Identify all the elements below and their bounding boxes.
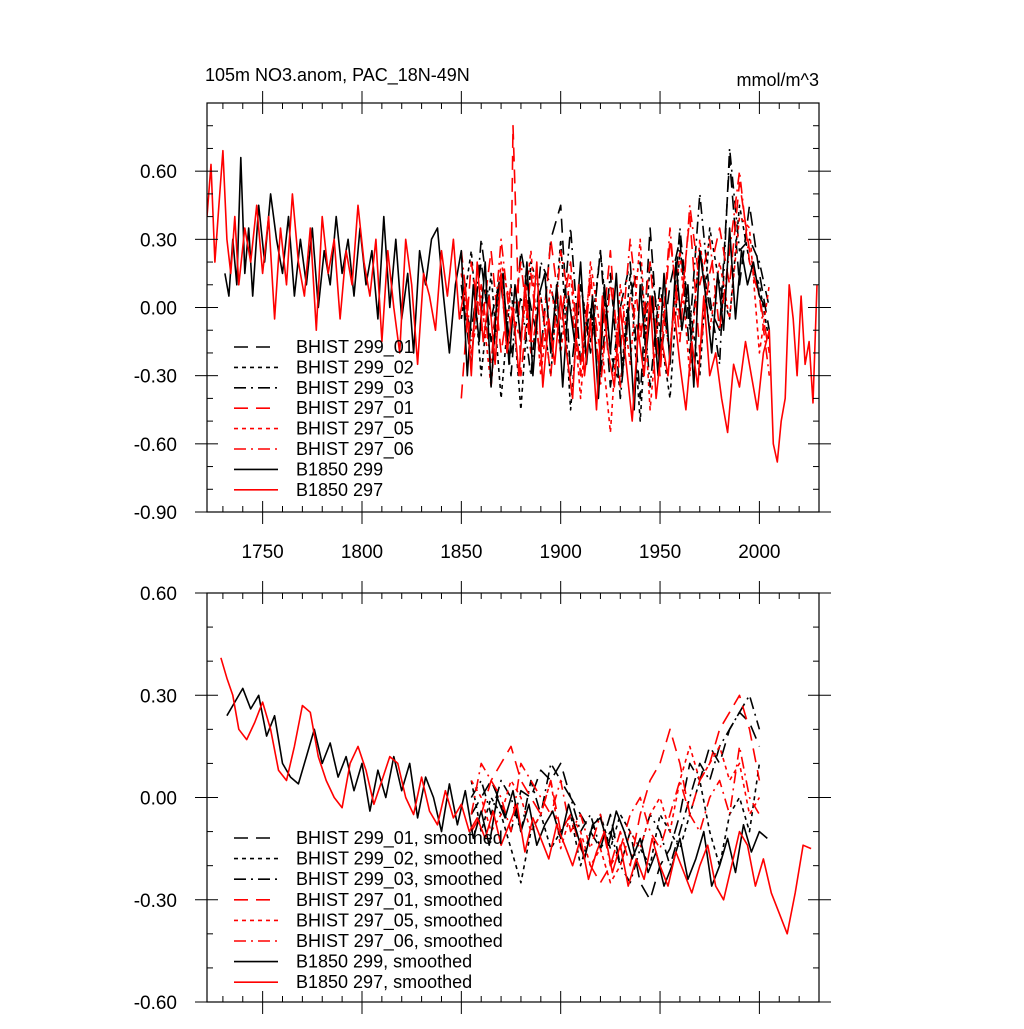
top-legend-label-7: B1850 299	[296, 459, 383, 479]
top-y-tick-label: 0.00	[140, 299, 177, 320]
bottom-chart-panel: 0.60 0.30 0.00 -0.30 -0.60 BHIST 299_01, smoo…	[134, 581, 831, 1014]
bottom-legend-label-4: BHIST 297_01, smoothed	[296, 890, 503, 911]
top-legend-label-1: BHIST 299_01	[296, 337, 414, 358]
top-y-tick-label: -0.90	[134, 503, 177, 524]
bottom-series-line-7	[226, 687, 768, 887]
bottom-series-line-8	[220, 657, 812, 935]
top-x-tick-label: 1850	[440, 542, 482, 563]
top-y-tick-label: 0.30	[140, 230, 177, 251]
top-x-tick-label: 1750	[241, 542, 283, 563]
bottom-y-tick-label: 0.00	[140, 789, 177, 810]
top-series-line-1	[460, 159, 771, 400]
bottom-legend-label-7: B1850 299, smoothed	[296, 952, 472, 972]
top-chart-panel: 1750 1800 1850 1900 1950 2000 0.60 0.30 0.00 -0.3…	[134, 91, 831, 563]
top-series-line-3	[460, 147, 771, 400]
bottom-y-tick-label: -0.60	[134, 993, 177, 1014]
top-chart-units: mmol/m^3	[737, 70, 819, 90]
bottom-series-line-4	[470, 694, 761, 884]
top-series-line-4	[460, 124, 771, 399]
top-legend-label-8: B1850 297	[296, 480, 383, 500]
top-legend-label-5: BHIST 297_05	[296, 419, 414, 440]
bottom-y-tick-label: 0.60	[140, 584, 177, 605]
bottom-legend-label-2: BHIST 299_02, smoothed	[296, 849, 503, 870]
bottom-series-line-3	[470, 694, 761, 884]
bottom-legend-label-6: BHIST 297_06, smoothed	[296, 931, 503, 952]
bottom-legend-label-8: B1850 297, smoothed	[296, 972, 472, 992]
top-series-line-8	[207, 149, 818, 463]
bottom-series-group	[220, 657, 812, 935]
top-y-tick-label: -0.30	[134, 367, 177, 388]
bottom-legend-label-5: BHIST 297_05, smoothed	[296, 910, 503, 931]
bottom-series-line-5	[470, 745, 761, 884]
top-x-tick-label: 1900	[540, 542, 582, 563]
top-x-tick-label: 2000	[738, 542, 780, 563]
top-legend-label-6: BHIST 297_06	[296, 439, 414, 460]
top-y-tick-label: 0.60	[140, 162, 177, 183]
top-legend-label-3: BHIST 299_03	[296, 378, 414, 399]
top-chart-title: 105m NO3.anom, PAC_18N-49N	[205, 65, 470, 86]
bottom-legend-label-1: BHIST 299_01, smoothed	[296, 828, 503, 849]
bottom-y-tick-label: -0.30	[134, 891, 177, 912]
top-series-group	[207, 124, 818, 463]
top-legend-label-4: BHIST 297_01	[296, 398, 414, 419]
top-x-tick-label: 1800	[341, 542, 383, 563]
top-y-tick-label: -0.60	[134, 435, 177, 456]
top-x-tick-label: 1950	[639, 542, 681, 563]
bottom-y-tick-label: 0.30	[140, 686, 177, 707]
bottom-legend-label-3: BHIST 299_03, smoothed	[296, 869, 503, 890]
top-legend-label-2: BHIST 299_02	[296, 357, 414, 378]
